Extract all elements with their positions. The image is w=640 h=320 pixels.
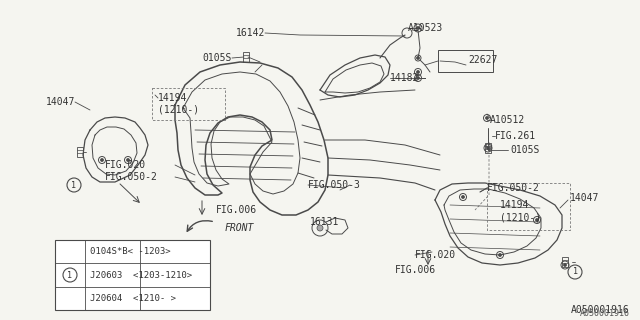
Text: A050001916: A050001916 (580, 308, 630, 317)
Bar (562, 257, 568, 267)
Circle shape (417, 76, 419, 79)
Text: FIG.261: FIG.261 (495, 131, 536, 141)
Circle shape (127, 158, 129, 162)
Bar (438, 50, 493, 72)
Text: A10512: A10512 (490, 115, 525, 125)
Bar (55, 240, 210, 310)
Text: 1: 1 (573, 268, 577, 276)
Circle shape (100, 158, 104, 162)
Text: FIG.050-2: FIG.050-2 (487, 183, 540, 193)
Text: A050001916: A050001916 (572, 305, 630, 315)
Text: FIG.020: FIG.020 (105, 160, 146, 170)
Text: 16131: 16131 (310, 217, 339, 227)
Text: A10523: A10523 (408, 23, 444, 33)
Bar (485, 143, 491, 153)
Text: FRONT: FRONT (225, 223, 254, 233)
Text: 0105S: 0105S (510, 145, 540, 155)
Circle shape (486, 116, 488, 119)
Text: J20603  <1203-1210>: J20603 <1203-1210> (90, 270, 192, 279)
Text: J20604  <1210- >: J20604 <1210- > (90, 294, 176, 303)
Circle shape (536, 219, 538, 221)
Circle shape (461, 196, 465, 198)
Text: 1: 1 (72, 180, 77, 189)
Text: FIG.006: FIG.006 (216, 205, 257, 215)
Text: 14194: 14194 (500, 200, 529, 210)
Bar (77, 147, 83, 157)
Text: 1: 1 (67, 270, 72, 279)
Text: 16142: 16142 (236, 28, 265, 38)
Text: FIG.050-2: FIG.050-2 (105, 172, 158, 182)
Text: 14047: 14047 (45, 97, 75, 107)
Text: (1210-): (1210-) (500, 212, 541, 222)
Circle shape (563, 263, 566, 267)
Text: 22627: 22627 (468, 55, 497, 65)
Bar (243, 52, 249, 62)
Text: 14182: 14182 (390, 73, 419, 83)
Circle shape (317, 225, 323, 231)
Circle shape (499, 253, 502, 257)
Text: 0105S: 0105S (203, 53, 232, 63)
Text: 0104S*B< -1203>: 0104S*B< -1203> (90, 247, 171, 256)
Circle shape (417, 70, 419, 74)
Text: 14047: 14047 (570, 193, 600, 203)
Text: FIG.050-3: FIG.050-3 (308, 180, 361, 190)
Text: 14194: 14194 (158, 93, 188, 103)
Text: (1210-): (1210-) (158, 105, 199, 115)
Text: FIG.020: FIG.020 (415, 250, 456, 260)
Circle shape (417, 57, 419, 60)
Circle shape (417, 27, 419, 29)
Circle shape (486, 147, 490, 149)
Text: FIG.006: FIG.006 (395, 265, 436, 275)
